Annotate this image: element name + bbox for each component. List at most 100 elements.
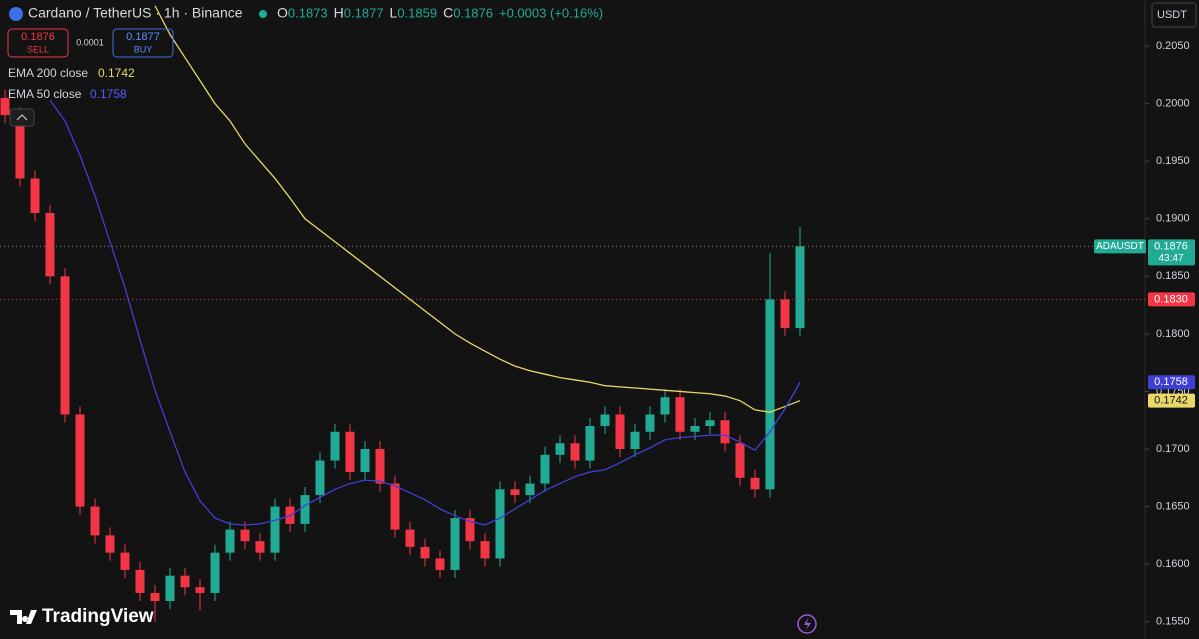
candle-body <box>315 460 325 496</box>
candle-body <box>720 420 730 444</box>
candle-body <box>435 558 445 570</box>
alert-bolt[interactable] <box>804 618 811 630</box>
symbol-label: ADAUSDT <box>1096 241 1144 252</box>
alert-icon[interactable] <box>797 614 817 634</box>
ema-price-label: 0.1742 <box>1154 395 1188 407</box>
candle-body <box>675 397 685 432</box>
candle-body <box>0 97 10 116</box>
candle-body <box>300 495 310 524</box>
legend-ema200[interactable]: EMA 200 close <box>8 66 88 80</box>
price-label: 0.1830 <box>1154 293 1188 305</box>
legend-ema200-value: 0.1742 <box>98 66 135 80</box>
candle-body <box>525 483 535 496</box>
symbol-title: Cardano / TetherUS · 1h · Binance <box>28 5 243 21</box>
candle-body <box>345 431 355 473</box>
candle-body <box>630 431 640 450</box>
candle-body <box>555 443 565 455</box>
candle-body <box>660 397 670 415</box>
candle-body <box>255 541 265 553</box>
candle-body <box>90 506 100 536</box>
candle-body <box>195 587 205 593</box>
currency-button[interactable] <box>1151 2 1197 28</box>
candle-body <box>30 178 40 213</box>
market-status <box>259 10 267 18</box>
sell-price[interactable]: 0.1876 <box>21 31 55 43</box>
collapse-button[interactable] <box>9 108 35 127</box>
y-tick-label: 0.1600 <box>1156 558 1190 570</box>
candle-body <box>375 449 385 484</box>
y-tick-label: 0.1700 <box>1156 443 1190 455</box>
ema-line <box>154 5 801 413</box>
y-tick-label: 0.2000 <box>1156 98 1190 110</box>
candle-body <box>105 535 115 553</box>
candle-body <box>570 443 580 461</box>
legend-ema50-value: 0.1758 <box>90 87 127 101</box>
candle-body <box>135 569 145 593</box>
ema-price-label: 0.1758 <box>1154 376 1188 388</box>
candle-body <box>390 483 400 530</box>
candle-body <box>540 454 550 484</box>
candle-body <box>240 529 250 542</box>
candle-body <box>750 477 760 490</box>
candle-body <box>75 414 85 507</box>
price-box <box>1148 292 1195 307</box>
candle-body <box>450 518 460 570</box>
ohlc-key: O <box>277 5 288 21</box>
candle-body <box>150 592 160 602</box>
candle-body <box>600 414 610 426</box>
candle-body <box>60 276 70 415</box>
candle-body <box>210 552 220 593</box>
coin-icon <box>9 7 23 21</box>
buy-label[interactable]: BUY <box>134 44 153 54</box>
buy-price[interactable]: 0.1877 <box>126 31 160 43</box>
candle-body <box>420 546 430 559</box>
ohlc-key: H <box>334 5 344 21</box>
ohlc-value: 0.1859 <box>397 5 437 20</box>
candle-body <box>780 299 790 329</box>
candle-body <box>270 506 280 553</box>
ohlc-value: 0.1876 <box>453 5 493 20</box>
price-box <box>1148 239 1195 266</box>
candle-body <box>120 552 130 570</box>
spread: 0.0001 <box>76 37 104 47</box>
candle-body <box>735 443 745 478</box>
candle-body <box>405 529 415 547</box>
ohlc-value: 0.1877 <box>344 5 384 20</box>
y-tick-label: 0.1900 <box>1156 213 1190 225</box>
sell-label[interactable]: SELL <box>27 44 49 54</box>
candle-body <box>615 414 625 450</box>
candle-body <box>180 575 190 588</box>
candle-body <box>510 489 520 496</box>
brand-name: TradingView <box>42 606 154 627</box>
y-tick-label: 0.2050 <box>1156 40 1190 52</box>
ohlc-key: L <box>390 5 398 21</box>
symbol-box <box>1094 239 1146 254</box>
countdown: 43:47 <box>1158 253 1183 264</box>
ema-price-box <box>1148 393 1195 408</box>
y-tick-label: 0.1650 <box>1156 501 1190 513</box>
candle-body <box>480 541 490 559</box>
y-tick-label: 0.1550 <box>1156 616 1190 628</box>
candle-body <box>165 575 175 602</box>
ohlc-value: +0.0003 (+0.16%) <box>499 5 603 20</box>
price-label: 0.1876 <box>1154 240 1188 252</box>
buy-button[interactable] <box>112 28 174 58</box>
candle-body <box>15 115 25 179</box>
y-tick-label: 0.1950 <box>1156 155 1190 167</box>
collapse-icon[interactable] <box>16 114 28 121</box>
ohlc-key: C <box>443 5 453 21</box>
candle-body <box>330 431 340 461</box>
sell-button[interactable] <box>7 28 69 58</box>
legend-ema50[interactable]: EMA 50 close <box>8 87 82 101</box>
currency-label[interactable]: USDT <box>1157 9 1187 21</box>
candle-body <box>45 213 55 277</box>
y-tick-label: 0.1800 <box>1156 328 1190 340</box>
candle-body <box>360 449 370 473</box>
candle-body <box>495 489 505 559</box>
candle-body <box>795 246 805 329</box>
candle-body <box>585 426 595 461</box>
ohlc-value: 0.1873 <box>288 5 328 20</box>
candle-body <box>765 299 775 490</box>
